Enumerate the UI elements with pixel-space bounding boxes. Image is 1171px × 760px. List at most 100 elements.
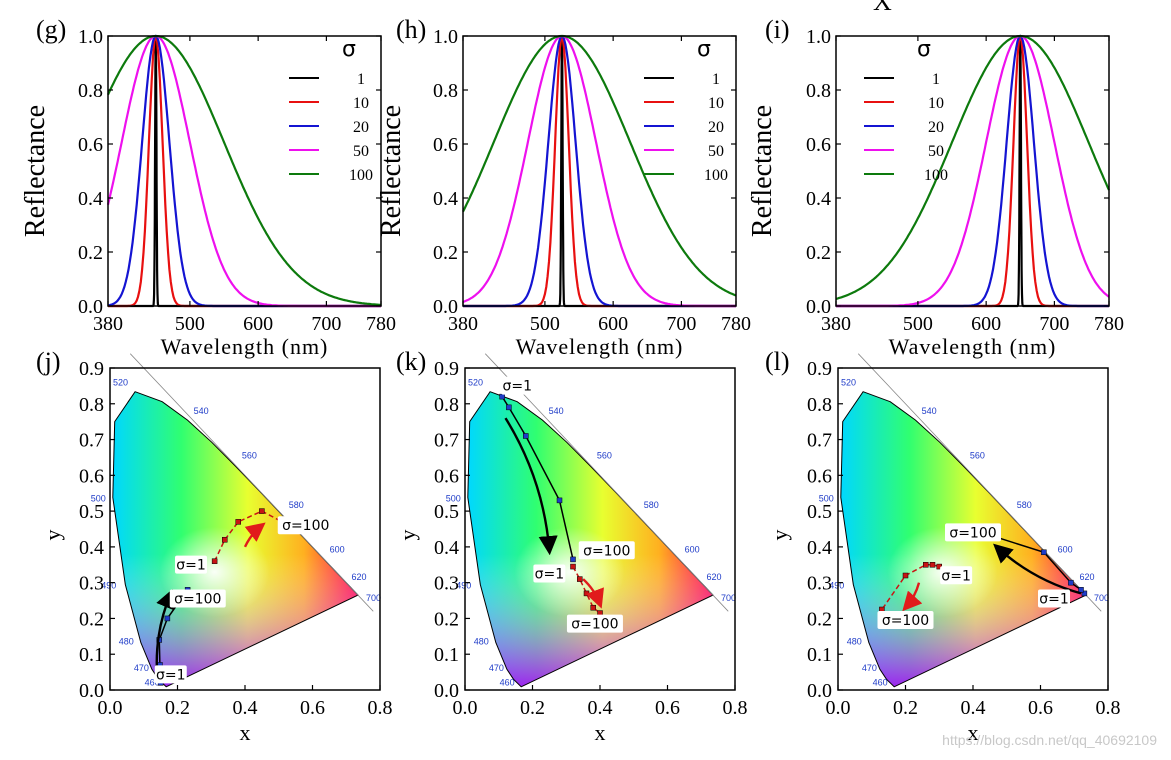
locus-label-490: 490 [101, 580, 116, 590]
y-tick-label: 0.0 [78, 296, 103, 318]
x-tick-label: 780 [1094, 313, 1124, 335]
cie-chart-1: (k) 460 470 480 490 500 520 540 560 580 600 620 700 0… [395, 347, 748, 745]
locus-label-490: 490 [456, 580, 471, 590]
x-tick-label: 700 [311, 313, 341, 335]
locus-label-620: 620 [352, 572, 367, 582]
y-tick-label: 0.9 [79, 358, 104, 380]
reflectance-chart-1: (h) 380 500 600 700 780 0.0 0.2 0.4 0.6 0.8 1.0 Wave… [376, 15, 751, 359]
data-point [577, 576, 583, 582]
data-point [1068, 579, 1074, 586]
y-tick-label: 0.4 [806, 188, 831, 210]
y-tick-label: 0.9 [807, 358, 832, 380]
x-axis-label: x [968, 720, 979, 745]
x-tick-label: 0.6 [655, 697, 680, 719]
locus-label-520: 520 [841, 378, 856, 388]
legend-label-100: 100 [704, 167, 728, 184]
x-tick-label: 600 [971, 313, 1001, 335]
data-point [590, 604, 596, 611]
y-tick-label: 0.8 [79, 394, 104, 416]
y-tick-label: 0.5 [79, 501, 104, 523]
y-tick-label: 0.0 [433, 296, 458, 318]
sigma-annotation: σ=1 [503, 379, 533, 395]
x-axis-label: Wavelength (nm) [889, 334, 1057, 359]
y-tick-label: 0.8 [434, 394, 459, 416]
y-tick-label: 0.8 [806, 80, 831, 102]
data-point [570, 563, 576, 570]
y-tick-label: 0.0 [807, 680, 832, 702]
sigma-annotation: σ=1 [156, 667, 186, 683]
y-tick-label: 0.6 [434, 465, 459, 487]
locus-label-700: 700 [721, 593, 736, 603]
y-tick-label: 0.2 [79, 608, 104, 630]
x-tick-label: 600 [598, 313, 628, 335]
x-tick-label: 0.4 [961, 697, 986, 719]
data-point [1081, 590, 1088, 597]
locus-label-620: 620 [1080, 572, 1095, 582]
sigma-annotation: σ=100 [882, 613, 929, 629]
x-axis-label: x [595, 720, 606, 745]
plot-frame [107, 35, 382, 307]
legend-label-10: 10 [353, 95, 369, 112]
locus-label-700: 700 [1094, 593, 1109, 603]
legend-label-100: 100 [349, 167, 373, 184]
legend-title: σ [697, 37, 711, 62]
data-point [222, 536, 228, 543]
locus-label-460: 460 [145, 677, 160, 687]
data-point [499, 393, 505, 400]
locus-label-500: 500 [819, 494, 834, 504]
x-axis-label: Wavelength (nm) [161, 334, 329, 359]
series-line-20 [107, 34, 381, 308]
reflectance-chart-2: (i) 380 500 600 700 780 0.0 0.2 0.4 0.6 0.8 1.0 Wave… [747, 15, 1124, 359]
x-tick-label: 780 [721, 313, 751, 335]
series-line-100 [835, 34, 1110, 300]
y-tick-label: 1.0 [433, 26, 458, 48]
x-axis-label: Wavelength (nm) [516, 334, 684, 359]
locus-label-460: 460 [873, 677, 888, 687]
y-tick-label: 0.2 [806, 242, 831, 264]
legend-label-1: 1 [712, 71, 720, 88]
data-point [556, 497, 563, 504]
white-point [514, 526, 625, 617]
locus-label-480: 480 [847, 636, 862, 646]
y-tick-label: 0.5 [807, 501, 832, 523]
annotation-box [877, 611, 934, 630]
locus-label-540: 540 [194, 406, 209, 416]
x-tick-label: 0.4 [588, 697, 613, 719]
locus-label-560: 560 [597, 451, 612, 461]
reflectance-chart-0: (g) 380 500 600 700 780 0.0 0.2 0.4 0.6 0.8 1.0 Wave… [20, 15, 396, 359]
locus-label-600: 600 [685, 545, 700, 555]
series-line-50 [836, 34, 1110, 308]
trend-arrow [902, 582, 923, 612]
legend-label-50: 50 [708, 143, 724, 160]
trend-arrow [993, 543, 1082, 595]
top-letter: X [873, 0, 892, 16]
watermark: https://blog.csdn.net/qq_40692109 [942, 732, 1157, 748]
x-tick-label: 0.2 [520, 697, 545, 719]
y-tick-label: 0.6 [79, 465, 104, 487]
data-point [1078, 587, 1084, 593]
y-tick-label: 0.0 [79, 680, 104, 702]
locus-label-470: 470 [862, 663, 877, 673]
y-tick-label: 0.2 [807, 608, 832, 630]
x-tick-label: 0.6 [300, 697, 325, 719]
legend-label-20: 20 [353, 119, 369, 136]
panel-letter: (j) [36, 347, 61, 376]
x-tick-label: 0.6 [1028, 697, 1053, 719]
y-tick-label: 0.8 [433, 80, 458, 102]
x-tick-label: 500 [903, 313, 933, 335]
y-tick-label: 0.3 [434, 573, 459, 595]
data-point [164, 615, 171, 622]
y-tick-label: 0.6 [807, 465, 832, 487]
x-tick-label: 0.8 [1096, 697, 1121, 719]
annotation-box [945, 523, 1001, 542]
y-tick-label: 0.1 [434, 644, 459, 666]
y-tick-label: 0.7 [434, 430, 459, 452]
guide-line [484, 353, 729, 612]
legend-title: σ [917, 37, 931, 62]
locus-label-620: 620 [707, 572, 722, 582]
data-point [506, 404, 512, 411]
annotation-box [1038, 589, 1070, 608]
y-tick-label: 0.8 [78, 80, 103, 102]
locus-label-460: 460 [500, 677, 515, 687]
y-axis-label: y [767, 530, 792, 541]
